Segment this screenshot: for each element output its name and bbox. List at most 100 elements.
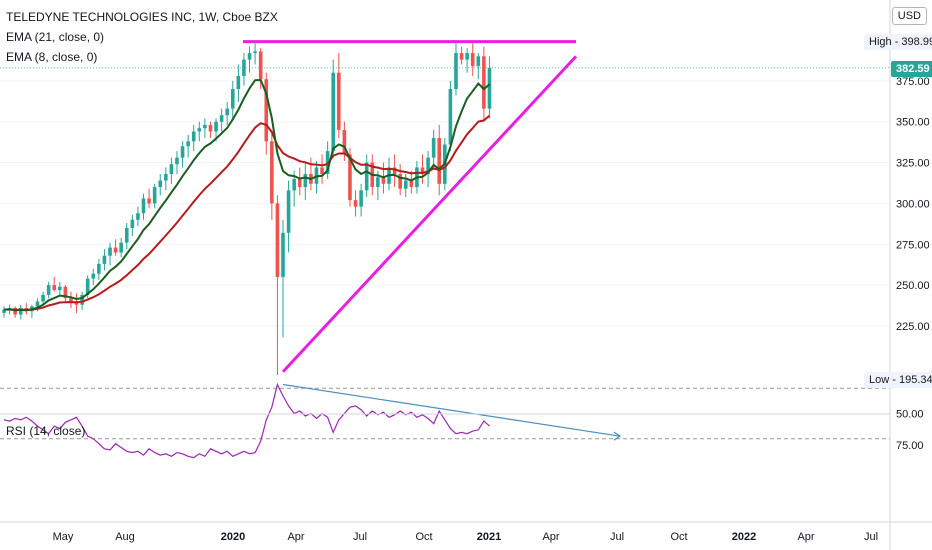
candle-body: [85, 278, 90, 295]
price-tick-label: 225.00: [896, 321, 930, 333]
candle-body: [275, 203, 280, 277]
ema21-legend[interactable]: EMA (21, close, 0): [6, 30, 105, 44]
low-label: Low: [869, 374, 890, 386]
rsi-tick-label: 75.00: [896, 440, 924, 452]
candle-body: [41, 294, 45, 302]
candle-body: [169, 164, 174, 174]
candle-body: [197, 128, 202, 132]
candle-body: [431, 138, 436, 158]
candle-body: [236, 75, 241, 90]
candle-body: [152, 187, 157, 204]
candle-body: [119, 242, 123, 253]
currency-button[interactable]: USD: [891, 7, 927, 25]
candle-body: [113, 247, 118, 253]
time-tick-label: Oct: [670, 531, 687, 543]
candle-body: [281, 232, 285, 277]
high-badge: High - 398.99: [864, 34, 932, 50]
candle-body: [337, 72, 341, 130]
candle-body: [69, 298, 73, 302]
price-axis[interactable]: 375.00 350.00 325.00 300.00 275.00 250.00 225.…: [896, 76, 930, 333]
low-value: 195.34: [898, 374, 932, 386]
time-tick-label: 2020: [221, 531, 245, 543]
candlestick-series: [2, 41, 492, 375]
symbol-title: TELEDYNE TECHNOLOGIES INC, 1W, Cboe BZX: [6, 10, 278, 24]
candle-body: [141, 198, 146, 214]
candle-body: [482, 56, 486, 109]
candle-body: [487, 67, 492, 109]
candle-body: [376, 177, 380, 188]
candle-body: [225, 108, 229, 116]
candle-body: [158, 180, 163, 188]
rsi-line: [3, 382, 622, 459]
candle-body: [258, 51, 263, 80]
candle-body: [124, 227, 129, 243]
candle-body: [97, 263, 101, 274]
high-value: 398.99: [901, 36, 932, 48]
candle-body: [136, 213, 140, 220]
candle-body: [35, 301, 40, 307]
high-label: High: [869, 36, 892, 48]
candle-body: [264, 79, 269, 142]
candle-body: [80, 294, 84, 305]
candle-body: [52, 285, 57, 291]
candle-body: [108, 247, 112, 256]
trend-drawings[interactable]: [243, 40, 578, 373]
candle-body: [186, 141, 190, 147]
candle-body: [91, 273, 96, 279]
candle-body: [191, 131, 196, 142]
price-tick-label: 275.00: [896, 239, 930, 251]
candle-body: [270, 141, 274, 204]
low-badge: Low - 195.34: [864, 372, 932, 388]
candle-body: [364, 162, 369, 191]
last-price-badge: 382.59: [891, 61, 932, 77]
price-tick-label: 350.00: [896, 117, 930, 129]
time-tick-label: Jul: [353, 531, 367, 543]
price-grid: [0, 80, 890, 327]
rsi-legend[interactable]: RSI (14, close): [6, 424, 86, 438]
time-axis[interactable]: May Aug 2020 Apr Jul Oct 2021 Apr Jul Oct 2022 Apr J…: [53, 531, 878, 543]
candle-body: [392, 167, 397, 174]
ema-lines: [0, 67, 890, 312]
candle-body: [286, 190, 291, 233]
rsi-trendline: [282, 383, 621, 437]
candle-body: [164, 174, 168, 181]
high-sep: -: [894, 36, 899, 48]
candle-body: [208, 124, 213, 132]
candle-body: [476, 56, 481, 67]
ema8-legend[interactable]: EMA (8, close, 0): [6, 50, 98, 64]
candle-body: [470, 53, 475, 67]
candle-body: [320, 167, 324, 174]
candle-body: [359, 190, 363, 207]
candle-body: [409, 180, 414, 188]
candle-body: [214, 121, 218, 132]
rsi-band: [0, 387, 890, 440]
candle-body: [348, 154, 352, 201]
candle-body: [465, 53, 469, 60]
candle-body: [398, 174, 402, 189]
candle-body: [459, 53, 464, 60]
candle-body: [63, 286, 68, 299]
candle-body: [130, 219, 135, 228]
candle-body: [420, 167, 425, 174]
time-tick-label: Apr: [542, 531, 559, 543]
candle-body: [253, 51, 257, 54]
low-sep: -: [892, 374, 896, 386]
price-tick-label: 250.00: [896, 280, 930, 292]
time-tick-label: 2021: [477, 531, 501, 543]
time-tick-label: May: [53, 531, 74, 543]
candle-body: [247, 53, 252, 60]
candle-body: [381, 177, 386, 184]
candle-body: [102, 255, 107, 264]
candle-body: [230, 89, 235, 109]
candle-body: [203, 124, 207, 129]
price-tick-label: 325.00: [896, 158, 930, 170]
time-tick-label: 2022: [732, 531, 756, 543]
candle-body: [448, 89, 453, 145]
time-tick-label: Apr: [287, 531, 304, 543]
candle-body: [18, 308, 23, 315]
time-tick-label: Oct: [415, 531, 432, 543]
candle-body: [353, 200, 358, 207]
ema8-line: [3, 78, 491, 312]
